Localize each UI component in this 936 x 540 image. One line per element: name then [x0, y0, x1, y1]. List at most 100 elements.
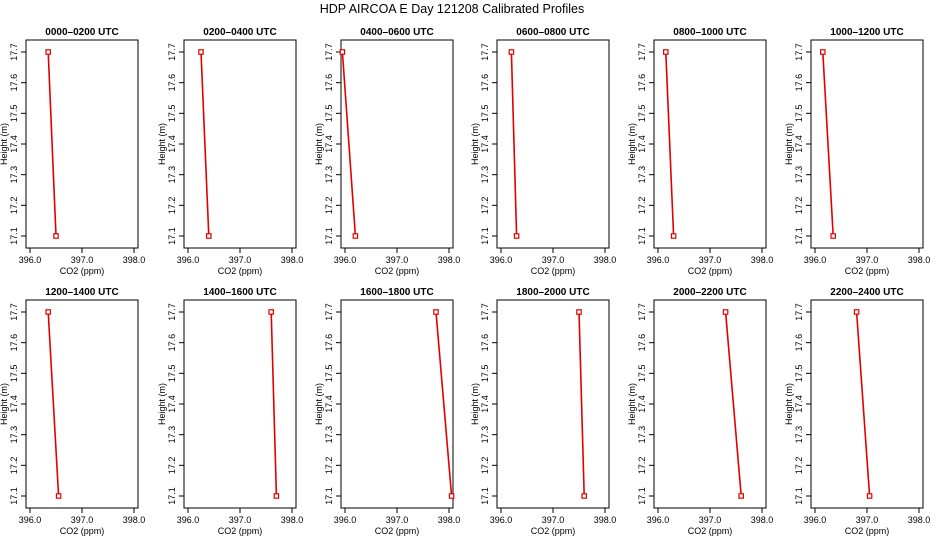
y-tick-label: 17.4	[637, 135, 647, 153]
panel-title: 1000–1200 UTC	[830, 27, 903, 38]
data-point	[55, 493, 62, 499]
x-tick-label: 398.0	[908, 515, 931, 525]
x-tick-label: 396.0	[177, 255, 200, 265]
x-tick-label: 398.0	[438, 515, 461, 525]
y-tick-label: 17.3	[480, 426, 490, 444]
data-point	[866, 493, 873, 499]
y-tick-label: 17.3	[794, 166, 804, 184]
x-tick-label: 398.0	[751, 515, 774, 525]
y-tick-label: 17.3	[637, 426, 647, 444]
y-tick-label: 17.7	[637, 43, 647, 61]
panel-title: 0800–1000 UTC	[673, 27, 746, 38]
profile-line	[47, 311, 60, 497]
y-tick-label: 17.1	[794, 227, 804, 245]
x-axis-label: CO2 (ppm)	[60, 266, 105, 276]
panel-title: 0000–0200 UTC	[45, 27, 118, 38]
panel-title: 2000–2200 UTC	[673, 287, 746, 298]
profile-line	[578, 311, 585, 497]
y-tick-label: 17.6	[167, 74, 177, 92]
y-tick-label: 17.7	[167, 303, 177, 321]
x-tick-label: 396.0	[19, 255, 42, 265]
x-axis-label: CO2 (ppm)	[531, 266, 576, 276]
y-tick-label: 17.6	[794, 334, 804, 352]
profile-line	[200, 51, 210, 237]
y-tick-label: 17.7	[480, 43, 490, 61]
y-tick-label: 17.6	[637, 334, 647, 352]
y-axis-label: Height (m)	[314, 123, 324, 165]
x-tick-label: 397.0	[386, 515, 409, 525]
x-tick-label: 398.0	[438, 255, 461, 265]
x-tick-label: 398.0	[123, 515, 146, 525]
x-tick-label: 398.0	[594, 515, 617, 525]
y-tick-label: 17.1	[794, 487, 804, 505]
data-point	[662, 49, 669, 55]
y-tick-label: 17.4	[167, 395, 177, 413]
profile-line	[822, 51, 834, 237]
panel-title: 2200–2400 UTC	[830, 287, 903, 298]
y-tick-label: 17.2	[167, 197, 177, 215]
plot-frame	[183, 39, 297, 249]
x-tick-label: 396.0	[19, 515, 42, 525]
x-axis-label: CO2 (ppm)	[688, 266, 733, 276]
y-tick-label: 17.3	[167, 426, 177, 444]
x-axis-label: CO2 (ppm)	[531, 526, 576, 536]
y-tick-label: 17.1	[637, 487, 647, 505]
y-tick-label: 17.3	[637, 166, 647, 184]
data-point	[433, 309, 439, 315]
data-point	[448, 493, 455, 499]
y-tick-label: 17.3	[9, 166, 19, 184]
y-axis-label: Height (m)	[0, 123, 9, 165]
x-tick-label: 397.0	[386, 255, 409, 265]
profile-panel: 1600–1800 UTC 396.0 397.0 398.0 CO2 (ppm) 17.…	[314, 287, 460, 536]
y-tick-label: 17.1	[324, 227, 334, 245]
y-tick-label: 17.1	[480, 487, 490, 505]
y-axis-label: Height (m)	[157, 123, 167, 165]
y-tick-label: 17.7	[9, 303, 19, 321]
data-point	[670, 233, 677, 239]
y-tick-label: 17.3	[167, 166, 177, 184]
profile-panel: 1200–1400 UTC 396.0 397.0 398.0 CO2 (ppm) 17.…	[0, 287, 145, 536]
y-axis-label: Height (m)	[784, 123, 794, 165]
y-tick-label: 17.3	[324, 426, 334, 444]
y-axis-label: Height (m)	[784, 383, 794, 425]
data-point	[576, 309, 582, 315]
x-tick-label: 398.0	[594, 255, 617, 265]
y-tick-label: 17.1	[637, 227, 647, 245]
y-tick-label: 17.2	[480, 197, 490, 215]
y-tick-label: 17.2	[794, 457, 804, 475]
y-tick-label: 17.5	[9, 105, 19, 123]
plot-frame	[183, 299, 297, 509]
panel-title: 1800–2000 UTC	[516, 287, 589, 298]
x-axis-label: CO2 (ppm)	[845, 266, 890, 276]
x-axis-label: CO2 (ppm)	[688, 526, 733, 536]
y-tick-label: 17.5	[480, 105, 490, 123]
y-tick-label: 17.1	[324, 487, 334, 505]
data-point	[853, 309, 860, 315]
panel-title: 0200–0400 UTC	[203, 27, 276, 38]
data-point	[722, 309, 729, 315]
data-point	[45, 309, 52, 315]
y-tick-label: 17.4	[794, 135, 804, 153]
x-tick-label: 396.0	[804, 515, 827, 525]
y-tick-label: 17.2	[480, 457, 490, 475]
y-tick-label: 17.5	[324, 365, 334, 383]
x-tick-label: 397.0	[542, 255, 565, 265]
y-tick-label: 17.5	[167, 105, 177, 123]
y-tick-label: 17.3	[324, 166, 334, 184]
y-axis-label: Height (m)	[314, 383, 324, 425]
plot-frame	[340, 299, 454, 509]
y-axis-label: Height (m)	[470, 383, 480, 425]
data-point	[206, 233, 212, 239]
profile-line	[724, 311, 742, 497]
y-tick-label: 17.5	[637, 105, 647, 123]
y-tick-label: 17.5	[167, 365, 177, 383]
y-axis-label: Height (m)	[627, 383, 637, 425]
y-tick-label: 17.7	[9, 43, 19, 61]
y-tick-label: 17.7	[324, 43, 334, 61]
y-tick-label: 17.6	[637, 74, 647, 92]
y-tick-label: 17.1	[480, 227, 490, 245]
x-tick-label: 398.0	[908, 255, 931, 265]
panel-title: 1200–1400 UTC	[45, 287, 118, 298]
y-tick-label: 17.2	[794, 197, 804, 215]
